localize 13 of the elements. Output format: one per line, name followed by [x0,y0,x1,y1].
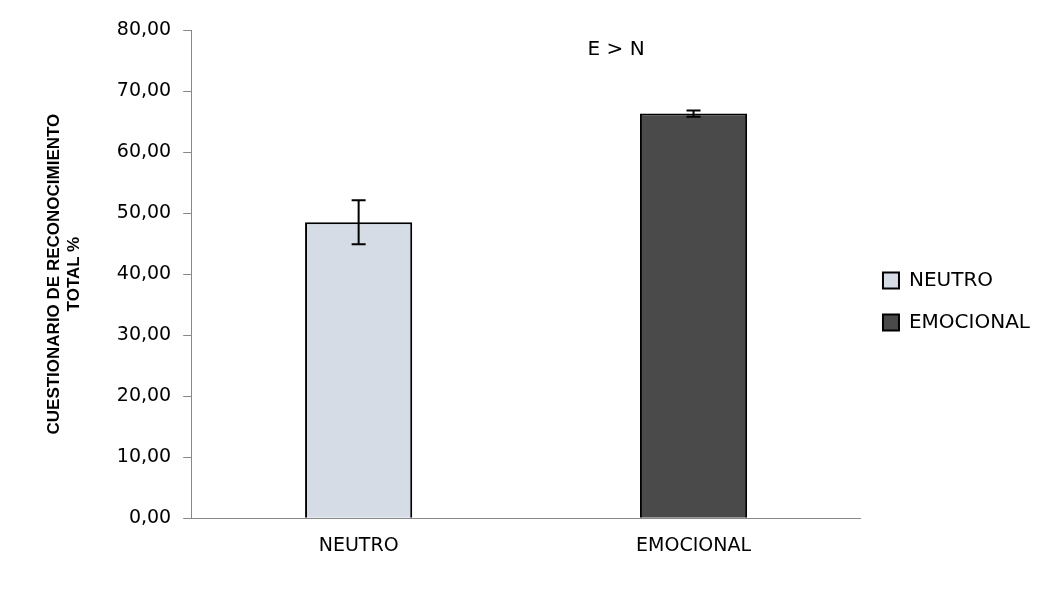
y-tick-label: 10,00 [116,444,172,467]
y-tick-label: 80,00 [116,16,172,39]
legend-label: EMOCIONAL [908,308,1031,333]
legend-label: NEUTRO [908,266,994,291]
y-tick-label: 20,00 [116,383,172,406]
y-tick-label: 50,00 [116,200,172,223]
y-tick-label: 70,00 [116,77,172,100]
y-tick-label: 0,00 [128,505,172,528]
y-tick-label: 30,00 [116,322,172,345]
y-tick-label: 40,00 [116,261,172,284]
y-tick-label: 60,00 [116,138,172,161]
y-axis-title: CUESTIONARIO DE RECONOCIMIENTO TOTAL % [43,113,84,435]
annotation: E > N [587,36,645,61]
